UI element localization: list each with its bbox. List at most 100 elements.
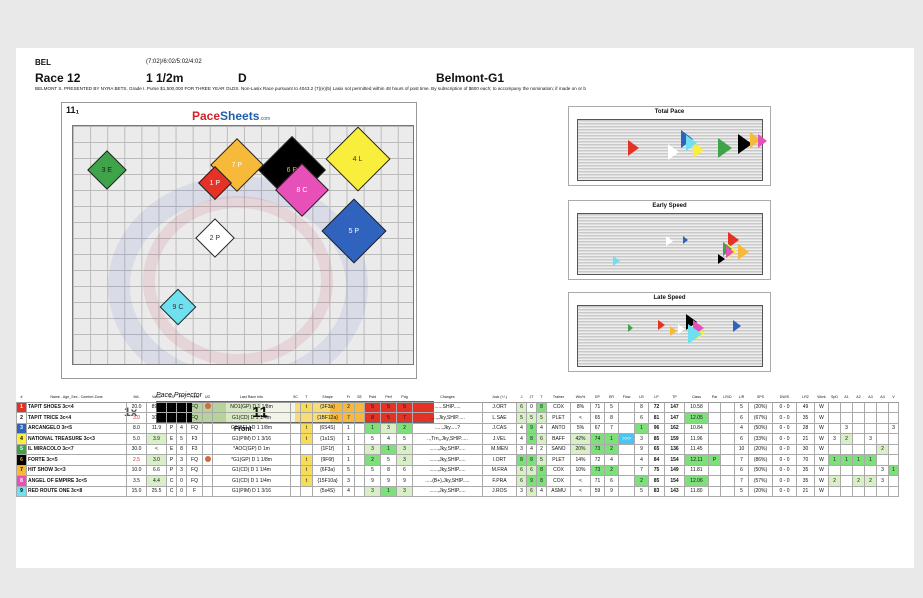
table-cell: 2 (852, 475, 865, 487)
table-cell: 3 (176, 454, 187, 466)
table-cell: (50%) (748, 464, 773, 476)
column-header: A1 (840, 393, 853, 403)
table-cell (290, 433, 301, 445)
table-cell: 10.84 (684, 422, 709, 434)
table-cell (828, 464, 841, 476)
table-row[interactable]: 2 TAPIT TRICE 3c<4 3.0 10.5 P 2 FQ G1(CD) D 1 1… (16, 412, 899, 424)
horse-marker-7 (738, 244, 749, 260)
table-cell: 59 (590, 485, 605, 497)
table-cell: W (814, 412, 829, 424)
table-cell: 3 (516, 443, 527, 455)
table-cell: 71 (590, 401, 605, 413)
table-cell (852, 401, 865, 413)
table-row[interactable]: 4 NATIONAL TREASURE 3c<3 5.0 3.9 E 5 F3 G1(PIM)… (16, 433, 899, 445)
table-cell: 30 (796, 443, 815, 455)
table-cell: 1 (380, 485, 397, 497)
table-cell (840, 443, 853, 455)
table-cell: (20%) (748, 443, 773, 455)
early-speed-title: Early Speed (652, 203, 687, 209)
table-cell (618, 422, 635, 434)
column-header: # (16, 393, 27, 403)
table-cell: 2 (536, 443, 547, 455)
table-cell: M.FRA (482, 464, 517, 476)
table-cell: {15F10a} (312, 475, 343, 487)
table-cell: 2 (396, 422, 413, 434)
column-header: A3 (864, 393, 877, 403)
table-cell: 20.0 (126, 401, 147, 413)
table-cell: 0 - 0 (772, 454, 797, 466)
table-cell: 72 (590, 454, 605, 466)
table-cell: 154 (664, 454, 685, 466)
table-cell: 6 (396, 464, 413, 476)
table-cell: 3 (396, 485, 413, 497)
table-row[interactable]: 7 HIT SHOW 3c<3 10.0 6.6 P 3 FQ G1(CD) D 1 1/4m… (16, 464, 899, 476)
table-cell: 3 (516, 485, 527, 497)
early-speed-track (577, 213, 763, 275)
table-cell: COX (546, 401, 571, 413)
table-row[interactable]: 9 RED ROUTE ONE 3c<8 15.0 25.5 C 0 F G1(PIM) D … (16, 485, 899, 497)
table-row[interactable]: 1 TAPIT SHOES 3c<4 20.0 89.2 P 6 FQ NO1(GP) D 1… (16, 401, 899, 413)
late-speed-title: Late Speed (653, 295, 686, 301)
table-row[interactable]: 3 ARCANGELO 3r<5 8.0 11.9 P 4 FQ G3(BEL) D 1 1/… (16, 422, 899, 434)
table-cell (354, 412, 365, 424)
table-cell (202, 443, 213, 455)
table-row[interactable]: 5 IL MIRACOLO 3c<7 30.0 < E 8 F3 *AOC(GP) D 1m {… (16, 443, 899, 455)
table-cell (852, 422, 865, 434)
table-cell: 1 (342, 454, 355, 466)
table-cell: < (570, 485, 591, 497)
table-cell: W (814, 422, 829, 434)
table-cell: 8 (634, 401, 649, 413)
table-cell (864, 401, 877, 413)
table-cell (876, 454, 889, 466)
table-cell: 25.5 (146, 485, 167, 497)
table-cell: 5 (604, 401, 619, 413)
table-row[interactable]: 6 FORTE 3c<5 2.5 3.0 P 3 FQ *G1(GP) D 1 1/8m t {9… (16, 454, 899, 466)
table-cell: 0 - 0 (772, 412, 797, 424)
table-cell (888, 485, 899, 497)
table-cell: 42% (570, 433, 591, 445)
table-cell (720, 401, 735, 413)
table-cell (354, 422, 365, 434)
table-cell (354, 443, 365, 455)
table-cell: NO1(GP) D 1 1/8m (212, 401, 291, 413)
table-cell: 6 (16, 454, 27, 466)
column-header: Changes (412, 393, 483, 403)
table-cell (720, 475, 735, 487)
table-cell: 3 (840, 422, 853, 434)
table-cell: 3 (176, 464, 187, 476)
table-cell: 6.6 (146, 464, 167, 476)
total-pace-track (577, 119, 767, 181)
table-cell: 5 (526, 412, 537, 424)
table-cell: (57%) (748, 475, 773, 487)
table-cell (708, 464, 721, 476)
table-cell: ......,Jky,SHIP..... (412, 454, 483, 466)
table-cell: 0 (526, 401, 537, 413)
table-cell: 7 (734, 454, 749, 466)
table-cell (618, 443, 635, 455)
table-cell: 0 (176, 475, 187, 487)
table-cell: 70 (796, 454, 815, 466)
table-cell: 2 (864, 475, 877, 487)
column-header: UD (202, 393, 213, 403)
table-cell: (67%) (748, 412, 773, 424)
table-cell (290, 412, 301, 424)
table-cell (888, 454, 899, 466)
column-header: Perf (380, 393, 397, 403)
table-cell: SANO (546, 443, 571, 455)
horse-marker-7 (670, 326, 677, 336)
table-cell (354, 485, 365, 497)
column-header: Trainer (546, 393, 571, 403)
column-header: Work (814, 393, 829, 403)
horse-diamond-1: 3 E (87, 150, 127, 190)
race-title: Belmont-G1 (436, 71, 505, 85)
table-cell: 73 (590, 443, 605, 455)
table-cell (708, 475, 721, 487)
table-cell: 7 (604, 422, 619, 434)
column-header: T (300, 393, 313, 403)
table-cell: 9 (380, 475, 397, 487)
table-cell: 4 (380, 433, 397, 445)
horse-marker-6 (718, 254, 725, 264)
table-cell: 5 (364, 401, 381, 413)
table-cell: 3 (396, 454, 413, 466)
table-row[interactable]: 8 ANGEL OF EMPIRE 3c<5 3.5 4.4 C 0 FQ G1(CD) D … (16, 475, 899, 487)
